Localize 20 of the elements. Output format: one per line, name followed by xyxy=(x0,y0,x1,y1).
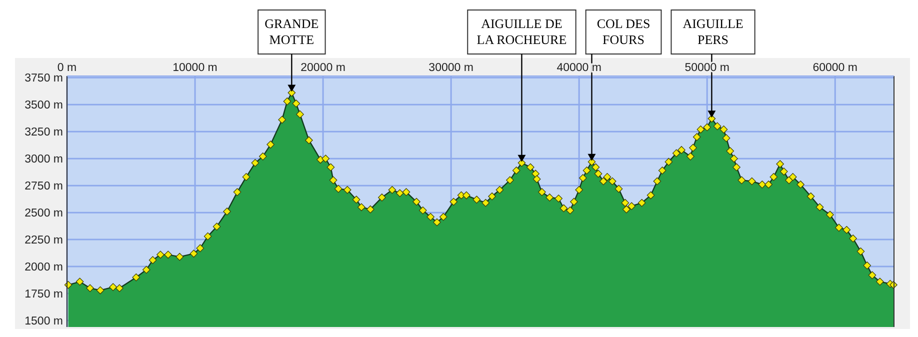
x-tick-label: 10000 m xyxy=(172,62,218,74)
y-tick-label: 1500 m xyxy=(24,316,63,328)
y-tick-label: 2500 m xyxy=(24,208,63,220)
y-tick-label: 3250 m xyxy=(24,126,63,139)
y-tick-label: 2250 m xyxy=(24,234,63,247)
y-tick-label: 2000 m xyxy=(24,262,63,274)
y-tick-label: 1750 m xyxy=(24,288,63,301)
annotation: AIGUILLE PERS xyxy=(682,16,744,47)
x-tick-label: 20000 m xyxy=(300,62,346,74)
y-tick-label: 3000 m xyxy=(24,154,63,166)
y-tick-label: 2750 m xyxy=(24,180,63,193)
y-tick-label: 3750 m xyxy=(24,72,63,85)
x-tick-label: 40000 m xyxy=(556,62,602,74)
x-tick-label: 0 m xyxy=(57,62,77,74)
x-tick-label: 30000 m xyxy=(428,62,474,74)
y-tick-label: 3500 m xyxy=(24,100,63,112)
annotation: AIGUILLE DE LA ROCHEURE xyxy=(476,16,567,47)
x-tick-label: 60000 m xyxy=(812,62,858,74)
annotation: COL DES FOURS xyxy=(596,16,650,47)
annotation: GRANDE MOTTE xyxy=(264,16,319,47)
